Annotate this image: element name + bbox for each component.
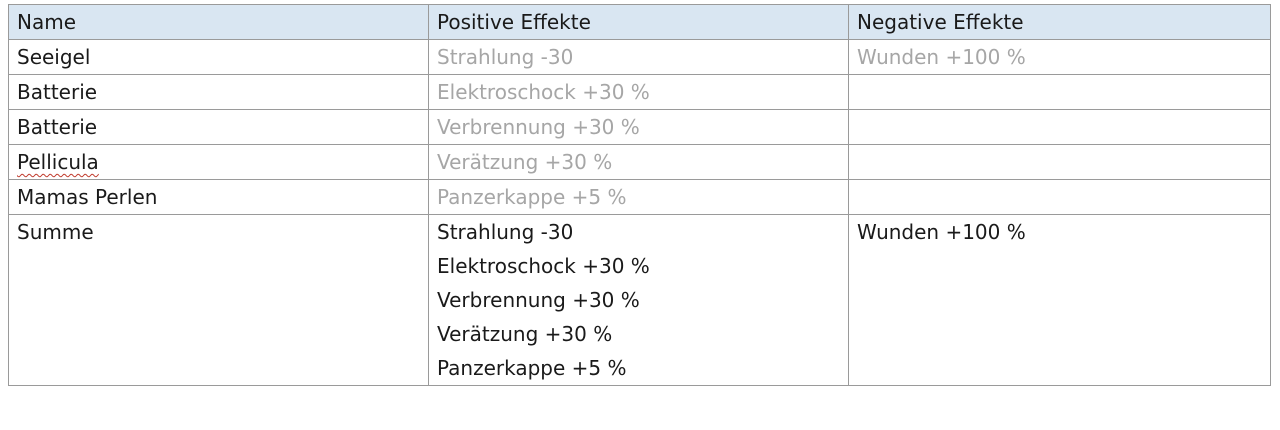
- cell-positive: Strahlung -30: [428, 39, 849, 75]
- summary-name: Summe: [8, 214, 429, 386]
- spellcheck-flagged-word: Pellicula: [17, 150, 99, 174]
- cell-negative: Wunden +100 %: [848, 39, 1271, 75]
- cell-name: Batterie: [8, 109, 429, 145]
- summary-positive-line: Verätzung +30 %: [437, 322, 613, 346]
- cell-positive: Verbrennung +30 %: [428, 109, 849, 145]
- table-row: Seeigel Strahlung -30 Wunden +100 %: [8, 39, 1271, 75]
- summary-positive-line: Elektroschock +30 %: [437, 254, 650, 278]
- effects-table: Name Positive Effekte Negative Effekte S…: [8, 4, 1271, 386]
- cell-name: Batterie: [8, 74, 429, 110]
- table-row: Mamas Perlen Panzerkappe +5 %: [8, 179, 1271, 215]
- cell-negative: [848, 179, 1271, 215]
- header-positive-effects: Positive Effekte: [428, 4, 849, 40]
- cell-positive: Panzerkappe +5 %: [428, 179, 849, 215]
- table-row: Batterie Verbrennung +30 %: [8, 109, 1271, 145]
- summary-positive-line: Strahlung -30: [437, 220, 574, 244]
- summary-positive-line: Panzerkappe +5 %: [437, 356, 627, 380]
- header-negative-effects: Negative Effekte: [848, 4, 1271, 40]
- cell-name: Seeigel: [8, 39, 429, 75]
- header-name: Name: [8, 4, 429, 40]
- summary-negative: Wunden +100 %: [848, 214, 1271, 386]
- table-row: Pellicula Verätzung +30 %: [8, 144, 1271, 180]
- summary-row: Summe Strahlung -30 Elektroschock +30 % …: [8, 214, 1271, 386]
- cell-positive: Verätzung +30 %: [428, 144, 849, 180]
- cell-name: Pellicula: [8, 144, 429, 180]
- summary-positive: Strahlung -30 Elektroschock +30 % Verbre…: [428, 214, 849, 386]
- cell-negative: [848, 109, 1271, 145]
- cell-name: Mamas Perlen: [8, 179, 429, 215]
- effects-table-container: Name Positive Effekte Negative Effekte S…: [8, 4, 1271, 386]
- cell-negative: [848, 144, 1271, 180]
- header-row: Name Positive Effekte Negative Effekte: [8, 4, 1271, 40]
- cell-negative: [848, 74, 1271, 110]
- summary-positive-line: Verbrennung +30 %: [437, 288, 640, 312]
- table-row: Batterie Elektroschock +30 %: [8, 74, 1271, 110]
- cell-positive: Elektroschock +30 %: [428, 74, 849, 110]
